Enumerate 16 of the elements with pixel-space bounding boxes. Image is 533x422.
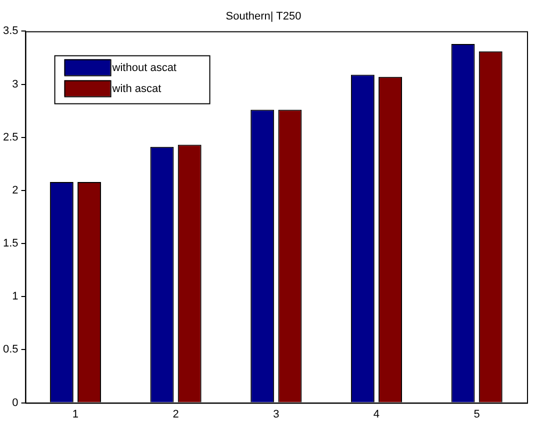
x-tick-label: 2 (172, 408, 179, 420)
x-tick-label: 5 (474, 408, 480, 420)
y-tick-label: 3 (12, 78, 18, 90)
y-tick-label: 2 (12, 184, 18, 196)
x-tick-label: 4 (373, 408, 380, 420)
y-tick-label: 3.5 (2, 25, 18, 38)
x-tick-label: 3 (273, 408, 280, 420)
y-tick-label: 1 (12, 290, 18, 303)
y-tick-label: 0 (12, 396, 18, 409)
y-tick-label: 1.5 (2, 238, 18, 250)
legend-label: with ascat (111, 83, 162, 96)
x-tick-label: 1 (72, 408, 79, 420)
y-tick-label: 0.5 (2, 344, 18, 356)
legend-label: without ascat (111, 62, 176, 74)
y-tick-label: 2.5 (2, 131, 18, 144)
chart-title: Southern| T250 (226, 10, 302, 23)
